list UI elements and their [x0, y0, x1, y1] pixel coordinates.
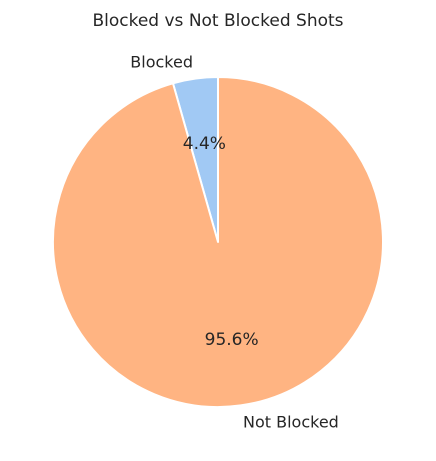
pct-label-blocked: 4.4%	[183, 134, 226, 154]
pie-labels: Blocked 4.4% Not Blocked 95.6%	[130, 53, 339, 432]
slice-label-not-blocked: Not Blocked	[243, 412, 339, 431]
pie-slice-not-blocked	[52, 76, 384, 408]
pct-label-not-blocked: 95.6%	[205, 330, 259, 350]
chart-title: Blocked vs Not Blocked Shots	[92, 11, 343, 31]
pie-slices	[52, 76, 384, 408]
slice-label-blocked: Blocked	[130, 53, 193, 72]
